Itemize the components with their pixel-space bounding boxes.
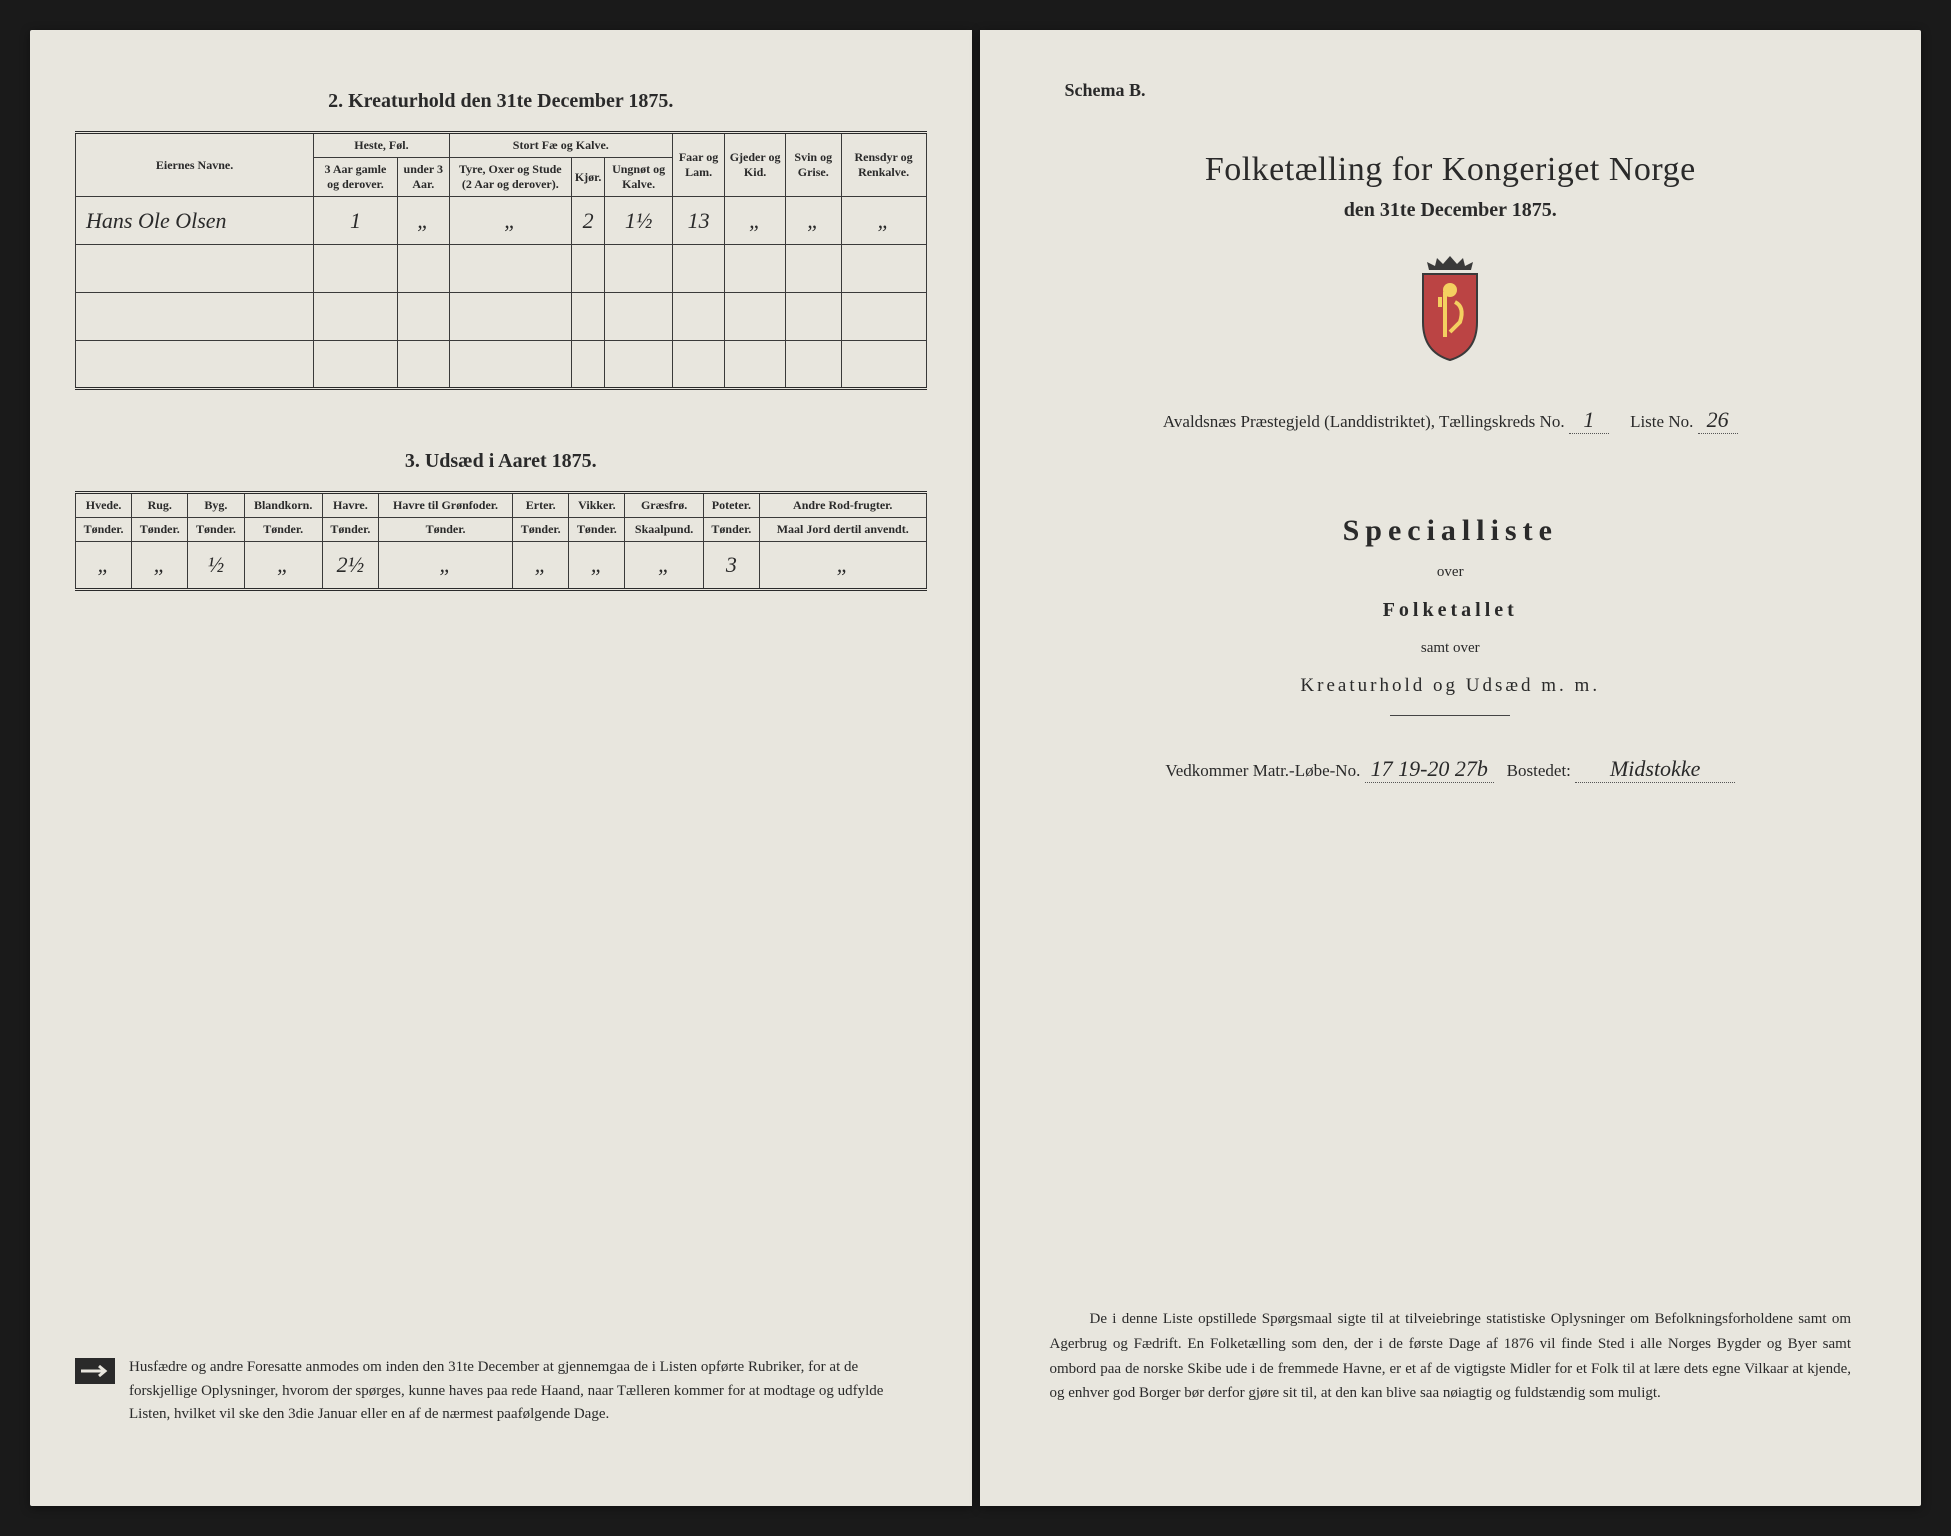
left-footnote-text: Husfædre og andre Foresatte anmodes om i… bbox=[129, 1356, 927, 1426]
col-cattle-calf: Ungnøt og Kalve. bbox=[605, 158, 672, 197]
liste-no: 26 bbox=[1698, 407, 1738, 434]
col-potato: Poteter. bbox=[703, 493, 759, 518]
liste-label: Liste No. bbox=[1630, 412, 1693, 431]
cell-bull: „ bbox=[449, 197, 571, 245]
district-prefix: Avaldsnæs Præstegjeld (Landdistriktet), … bbox=[1163, 412, 1565, 431]
unit-potato: Tønder. bbox=[703, 518, 759, 542]
col-sheep: Faar og Lam. bbox=[672, 133, 725, 197]
cell-oatgreen: „ bbox=[378, 542, 512, 590]
col-rye: Rug. bbox=[132, 493, 188, 518]
col-goat: Gjeder og Kid. bbox=[725, 133, 785, 197]
col-owner: Eiernes Navne. bbox=[76, 133, 314, 197]
section-2-title: 2. Kreaturhold den 31te December 1875. bbox=[75, 90, 927, 113]
grp-cattle: Stort Fæ og Kalve. bbox=[449, 133, 672, 158]
cell-cow: 2 bbox=[571, 197, 605, 245]
col-horse-young: under 3 Aar. bbox=[397, 158, 449, 197]
bosted: Midstokke bbox=[1575, 756, 1735, 783]
cell-root: „ bbox=[759, 542, 926, 590]
cell-owner: Hans Ole Olsen bbox=[76, 197, 314, 245]
cell-horse-old: 1 bbox=[314, 197, 398, 245]
livestock-table: Eiernes Navne. Heste, Føl. Stort Fæ og K… bbox=[75, 131, 927, 390]
col-oat: Havre. bbox=[322, 493, 378, 518]
kreatur-heading: Kreaturhold og Udsæd m. m. bbox=[1025, 675, 1877, 697]
col-horse-old: 3 Aar gamle og derover. bbox=[314, 158, 398, 197]
cell-mix: „ bbox=[244, 542, 322, 590]
unit-mix: Tønder. bbox=[244, 518, 322, 542]
right-page: Schema B. Folketælling for Kongeriget No… bbox=[980, 30, 1922, 1506]
unit-root: Maal Jord dertil anvendt. bbox=[759, 518, 926, 542]
col-reindeer: Rensdyr og Renkalve. bbox=[841, 133, 926, 197]
unit-peas: Tønder. bbox=[513, 518, 569, 542]
vedkommer-label: Vedkommer Matr.-Løbe-No. bbox=[1165, 761, 1360, 780]
col-vetch: Vikker. bbox=[569, 493, 625, 518]
cell-barley: ½ bbox=[188, 542, 244, 590]
left-footnote: Husfædre og andre Foresatte anmodes om i… bbox=[75, 1356, 927, 1426]
table-row bbox=[76, 293, 927, 341]
cell-peas: „ bbox=[513, 542, 569, 590]
unit-oat: Tønder. bbox=[322, 518, 378, 542]
col-oatgreen: Havre til Grønfoder. bbox=[378, 493, 512, 518]
over-label: over bbox=[1025, 564, 1877, 581]
grp-horse: Heste, Føl. bbox=[314, 133, 450, 158]
cell-grass: „ bbox=[625, 542, 703, 590]
cell-wheat: „ bbox=[76, 542, 132, 590]
cell-vetch: „ bbox=[569, 542, 625, 590]
specialliste-heading: Specialliste bbox=[1025, 514, 1877, 548]
cell-goat: „ bbox=[725, 197, 785, 245]
table-row bbox=[76, 245, 927, 293]
table-row bbox=[76, 341, 927, 389]
vedkommer-line: Vedkommer Matr.-Løbe-No. 17 19-20 27b Bo… bbox=[1025, 756, 1877, 783]
cell-horse-young: „ bbox=[397, 197, 449, 245]
matr-no: 17 19-20 27b bbox=[1365, 756, 1494, 783]
section-3-title: 3. Udsæd i Aaret 1875. bbox=[75, 450, 927, 473]
cell-oat: 2½ bbox=[322, 542, 378, 590]
folketallet-heading: Folketallet bbox=[1025, 599, 1877, 622]
bosted-label: Bostedet: bbox=[1507, 761, 1571, 780]
left-page: 2. Kreaturhold den 31te December 1875. E… bbox=[30, 30, 972, 1506]
cell-reindeer: „ bbox=[841, 197, 926, 245]
coat-of-arms-icon bbox=[1025, 252, 1877, 367]
kreds-no: 1 bbox=[1569, 407, 1609, 434]
divider bbox=[1390, 715, 1510, 716]
district-line: Avaldsnæs Præstegjeld (Landdistriktet), … bbox=[1025, 407, 1877, 434]
schema-label: Schema B. bbox=[1065, 80, 1877, 101]
col-peas: Erter. bbox=[513, 493, 569, 518]
cell-sheep: 13 bbox=[672, 197, 725, 245]
unit-barley: Tønder. bbox=[188, 518, 244, 542]
main-title: Folketælling for Kongeriget Norge bbox=[1025, 151, 1877, 189]
seed-table: Hvede. Rug. Byg. Blandkorn. Havre. Havre… bbox=[75, 491, 927, 591]
col-pig: Svin og Grise. bbox=[785, 133, 841, 197]
unit-rye: Tønder. bbox=[132, 518, 188, 542]
table-row: „ „ ½ „ 2½ „ „ „ „ 3 „ bbox=[76, 542, 927, 590]
cell-rye: „ bbox=[132, 542, 188, 590]
cell-potato: 3 bbox=[703, 542, 759, 590]
col-root: Andre Rod-frugter. bbox=[759, 493, 926, 518]
table-row: Hans Ole Olsen 1 „ „ 2 1½ 13 „ „ „ bbox=[76, 197, 927, 245]
col-cattle-cow: Kjør. bbox=[571, 158, 605, 197]
unit-vetch: Tønder. bbox=[569, 518, 625, 542]
pointing-hand-icon bbox=[75, 1358, 115, 1384]
census-date: den 31te December 1875. bbox=[1025, 199, 1877, 222]
unit-oatgreen: Tønder. bbox=[378, 518, 512, 542]
cell-calf: 1½ bbox=[605, 197, 672, 245]
col-wheat: Hvede. bbox=[76, 493, 132, 518]
samt-label: samt over bbox=[1025, 640, 1877, 657]
col-grass: Græsfrø. bbox=[625, 493, 703, 518]
unit-wheat: Tønder. bbox=[76, 518, 132, 542]
cell-pig: „ bbox=[785, 197, 841, 245]
col-cattle-bull: Tyre, Oxer og Stude (2 Aar og derover). bbox=[449, 158, 571, 197]
unit-grass: Skaalpund. bbox=[625, 518, 703, 542]
col-barley: Byg. bbox=[188, 493, 244, 518]
right-footnote: De i denne Liste opstillede Spørgsmaal s… bbox=[1050, 1307, 1852, 1406]
col-mix: Blandkorn. bbox=[244, 493, 322, 518]
